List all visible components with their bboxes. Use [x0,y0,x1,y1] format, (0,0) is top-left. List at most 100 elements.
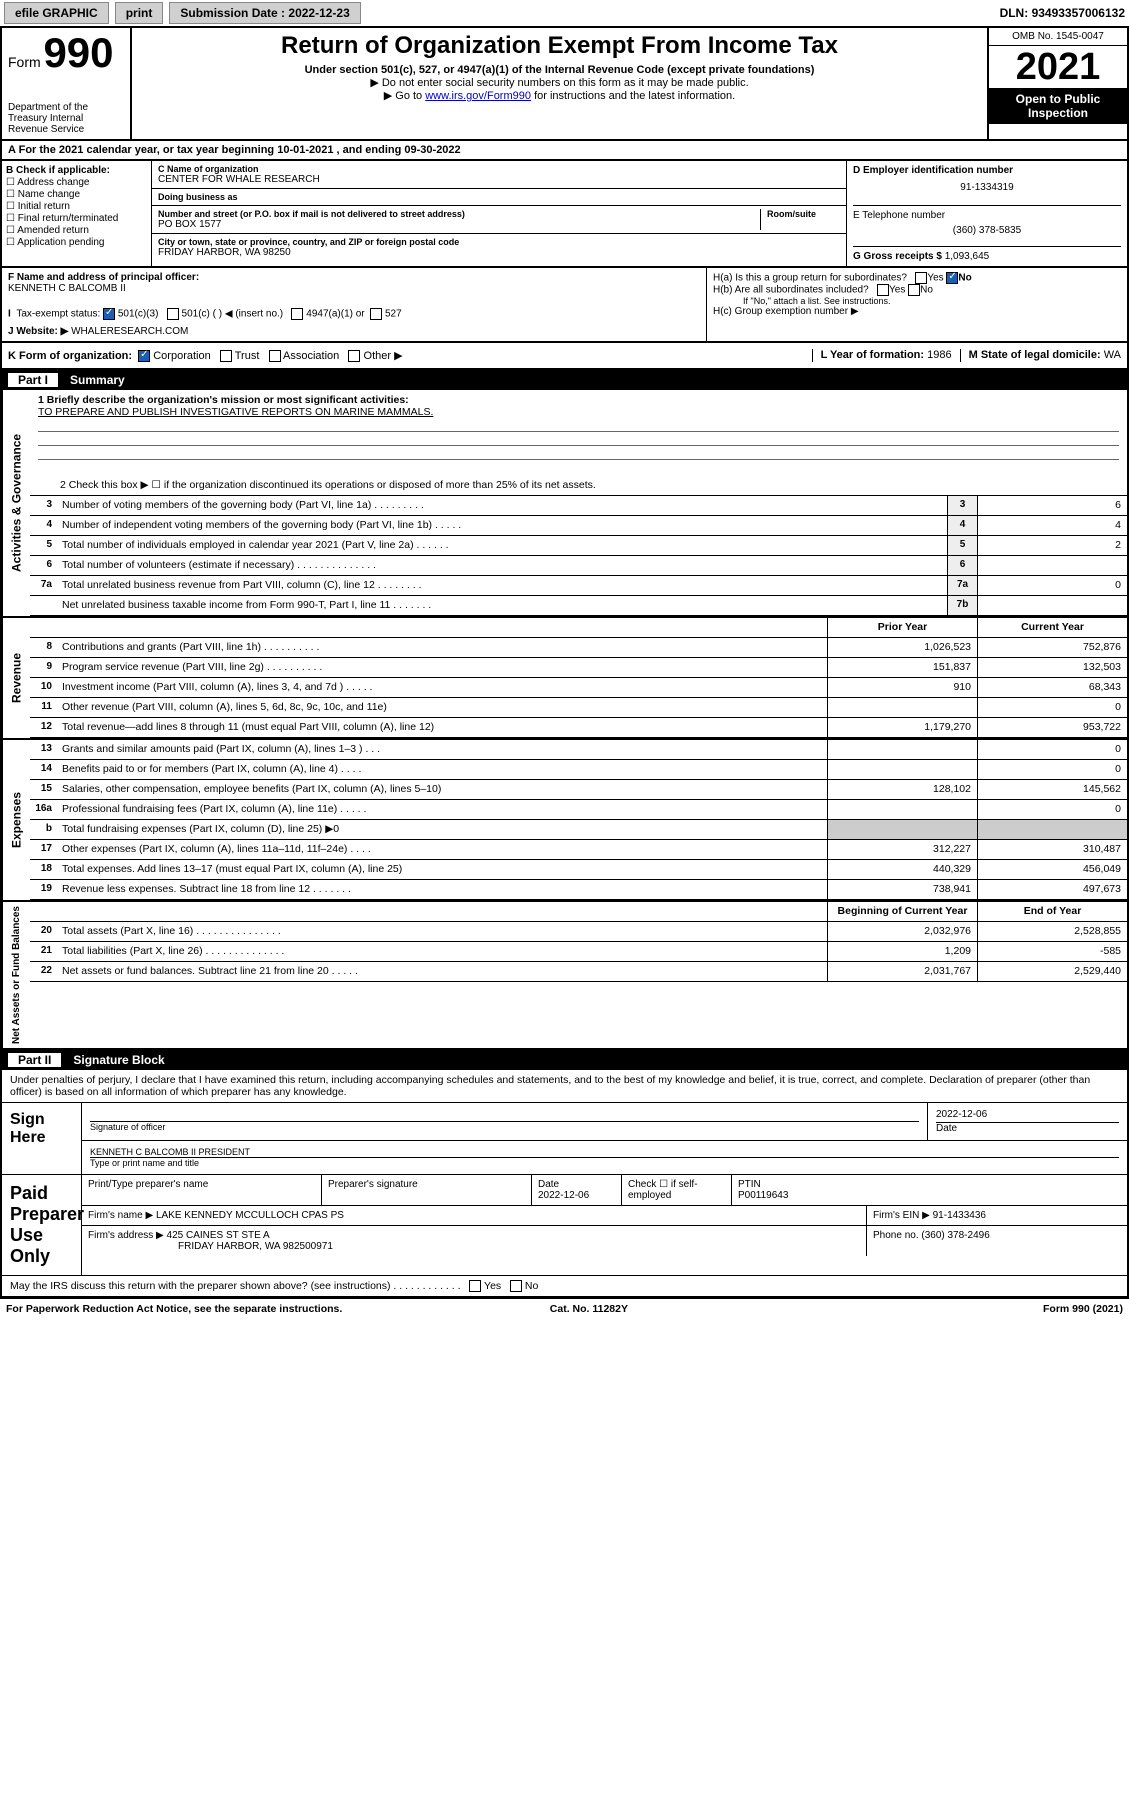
phone-value: (360) 378-5835 [853,221,1121,240]
chk-4947[interactable] [291,308,303,320]
summary-line: 22Net assets or fund balances. Subtract … [30,962,1127,982]
firm-addr-label: Firm's address ▶ [88,1230,167,1241]
col-current: Current Year [977,618,1127,637]
chk-527[interactable] [370,308,382,320]
paid-preparer-label: Paid Preparer Use Only [2,1175,82,1275]
period-mid: , and ending [337,144,405,156]
page-footer: For Paperwork Reduction Act Notice, see … [0,1298,1129,1319]
gross-label: G Gross receipts $ [853,251,945,262]
chk-trust[interactable] [220,350,232,362]
discuss-row: May the IRS discuss this return with the… [2,1275,1127,1296]
summary-line: 5Total number of individuals employed in… [30,536,1127,556]
vtab-governance: Activities & Governance [2,390,30,616]
chk-amended[interactable]: ☐ Amended return [6,225,147,236]
efile-button[interactable]: efile GRAPHIC [4,2,109,24]
footer-cat: Cat. No. 11282Y [550,1303,628,1315]
chk-final-return[interactable]: ☐ Final return/terminated [6,213,147,224]
chk-address-change[interactable]: ☐ Address change [6,177,147,188]
prep-date-label: Date [538,1179,559,1190]
summary-line: 17Other expenses (Part IX, column (A), l… [30,840,1127,860]
self-employed-check[interactable]: Check ☐ if self-employed [622,1175,732,1205]
formation-year: 1986 [927,349,951,361]
ptin-value: P00119643 [738,1190,788,1201]
section-c: C Name of organization CENTER FOR WHALE … [152,161,847,266]
summary-governance: Activities & Governance 1 Briefly descri… [0,390,1129,618]
firm-ein-label: Firm's EIN ▶ [873,1210,933,1221]
mission-label: 1 Briefly describe the organization's mi… [38,394,409,406]
sub3-pre: ▶ Go to [384,90,425,102]
part1-title: Summary [70,373,125,387]
chk-501c[interactable] [167,308,179,320]
summary-line: bTotal fundraising expenses (Part IX, co… [30,820,1127,840]
address-row: Number and street (or P.O. box if mail i… [152,206,846,234]
summary-line: Net unrelated business taxable income fr… [30,596,1127,616]
hb-note: If "No," attach a list. See instructions… [713,296,1121,306]
gross-block: G Gross receipts $ 1,093,645 [853,246,1121,262]
part1-label: Part I [8,373,58,387]
discuss-yes[interactable] [469,1280,481,1292]
section-d-e-g: D Employer identification number 91-1334… [847,161,1127,266]
m-label: M State of legal domicile: [969,349,1104,361]
form-type-row: K Form of organization: Corporation Trus… [0,343,1129,370]
period-begin: 10-01-2021 [277,144,333,156]
chk-name-change[interactable]: ☐ Name change [6,189,147,200]
dln-badge: DLN: 93493357006132 [1000,6,1125,20]
summary-line: 14Benefits paid to or for members (Part … [30,760,1127,780]
firm-addr2: FRIDAY HARBOR, WA 982500971 [88,1241,333,1252]
addr-label: Number and street (or P.O. box if mail i… [158,209,760,219]
print-button[interactable]: print [115,2,164,24]
k-label: K Form of organization: [8,350,132,362]
irs-link[interactable]: www.irs.gov/Form990 [425,90,531,102]
declaration-text: Under penalties of perjury, I declare th… [2,1070,1127,1102]
dln-value: 93493357006132 [1032,6,1125,20]
mission-block: 1 Briefly describe the organization's mi… [30,390,1127,476]
form-subtitle-1: Under section 501(c), 527, or 4947(a)(1)… [140,64,979,76]
hb-yes[interactable] [877,284,889,296]
identity-block: B Check if applicable: ☐ Address change … [0,161,1129,268]
domicile-state: WA [1104,349,1121,361]
officer-printed: KENNETH C BALCOMB II PRESIDENT [90,1147,250,1157]
discuss-no[interactable] [510,1280,522,1292]
chk-application-pending[interactable]: ☐ Application pending [6,237,147,248]
i-opt1: 501(c)(3) [118,309,159,320]
signature-field[interactable]: Signature of officer [82,1103,927,1140]
org-name: CENTER FOR WHALE RESEARCH [158,174,320,185]
city-label: City or town, state or province, country… [158,237,840,247]
chk-corporation[interactable] [138,350,150,362]
summary-line: 9Program service revenue (Part VIII, lin… [30,658,1127,678]
l-label: L Year of formation: [821,349,928,361]
sub3-post: for instructions and the latest informat… [534,90,735,102]
vtab-expenses: Expenses [2,740,30,900]
chk-association[interactable] [269,350,281,362]
signature-block: Under penalties of perjury, I declare th… [0,1070,1129,1298]
section-f: F Name and address of principal officer:… [2,268,707,341]
summary-line: 20Total assets (Part X, line 16) . . . .… [30,922,1127,942]
ha-yes[interactable] [915,272,927,284]
b-label: B Check if applicable: [6,165,110,176]
sign-here-label: Sign Here [2,1103,82,1174]
sig-date: 2022-12-06 [936,1109,987,1120]
mission-text: TO PREPARE AND PUBLISH INVESTIGATIVE REP… [38,406,433,418]
dba-row: Doing business as [152,189,846,206]
summary-line: 12Total revenue—add lines 8 through 11 (… [30,718,1127,738]
tax-year: 2021 [989,46,1127,88]
submission-label: Submission Date : [180,6,288,20]
org-name-label: C Name of organization [158,164,840,174]
submission-date: 2022-12-23 [288,6,349,20]
city-value: FRIDAY HARBOR, WA 98250 [158,247,291,258]
hb-no[interactable] [908,284,920,296]
footer-left: For Paperwork Reduction Act Notice, see … [6,1303,342,1315]
chk-initial-return[interactable]: ☐ Initial return [6,201,147,212]
form-title: Return of Organization Exempt From Incom… [140,32,979,60]
chk-other[interactable] [348,350,360,362]
summary-line: 19Revenue less expenses. Subtract line 1… [30,880,1127,900]
f-label: F Name and address of principal officer: [8,272,199,283]
period-row: A For the 2021 calendar year, or tax yea… [0,141,1129,161]
firm-addr1: 425 CAINES ST STE A [167,1230,270,1241]
i-label: Tax-exempt status: [16,309,100,320]
ha-no[interactable] [946,272,958,284]
vtab-revenue: Revenue [2,618,30,738]
firm-phone: (360) 378-2496 [921,1230,989,1241]
chk-501c3[interactable] [103,308,115,320]
form-header: Form 990 Department of the Treasury Inte… [0,28,1129,141]
